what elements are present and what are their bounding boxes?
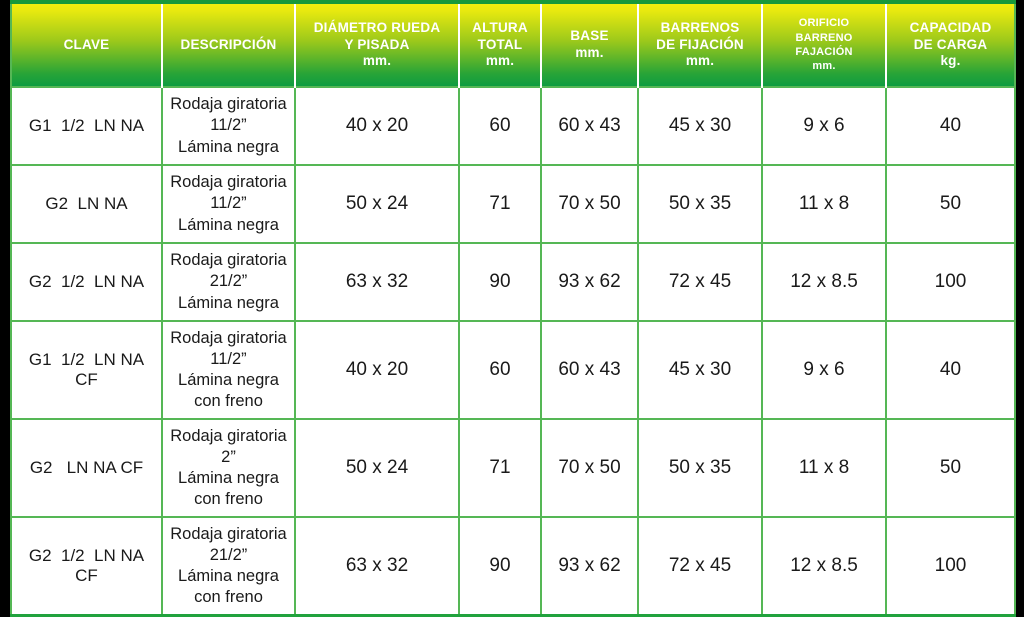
cell-capacidad: 40 xyxy=(885,320,1016,420)
cell-clave: G2 1/2 LN NA CF xyxy=(10,516,163,616)
cell-barrenos: 72 x 45 xyxy=(637,242,763,322)
cell-altura: 90 xyxy=(458,242,542,322)
header-cell-barrenos: BARRENOS DE FIJACIÓN mm. xyxy=(637,0,762,87)
cell-barrenos: 50 x 35 xyxy=(637,164,763,244)
cell-diametro: 40 x 20 xyxy=(294,320,460,420)
cell-barrenos: 50 x 35 xyxy=(637,418,763,518)
cell-descripcion: Rodaja giratoria 11/2” Lámina negra xyxy=(161,164,296,244)
table-row: G2 LN NA Rodaja giratoria 11/2” Lámina n… xyxy=(10,164,1016,244)
cell-base: 93 x 62 xyxy=(540,242,639,322)
header-cell-capacidad: CAPACIDAD DE CARGA kg. xyxy=(885,0,1015,87)
table-row: G2 LN NA CF Rodaja giratoria 2” Lámina n… xyxy=(10,418,1016,518)
cell-clave: G1 1/2 LN NA xyxy=(10,86,163,166)
table-row: G1 1/2 LN NA Rodaja giratoria 11/2” Lámi… xyxy=(10,86,1016,166)
cell-orificio: 11 x 8 xyxy=(761,418,887,518)
cell-barrenos: 72 x 45 xyxy=(637,516,763,616)
cell-orificio: 9 x 6 xyxy=(761,86,887,166)
cell-barrenos: 45 x 30 xyxy=(637,320,763,420)
cell-base: 60 x 43 xyxy=(540,320,639,420)
cell-capacidad: 50 xyxy=(885,418,1016,518)
cell-orificio: 9 x 6 xyxy=(761,320,887,420)
cell-diametro: 50 x 24 xyxy=(294,164,460,244)
table-body: G1 1/2 LN NA Rodaja giratoria 11/2” Lámi… xyxy=(10,86,1016,616)
cell-clave: G2 LN NA CF xyxy=(10,418,163,518)
header-cell-descripcion: DESCRIPCIÓN xyxy=(161,0,295,87)
cell-capacidad: 40 xyxy=(885,86,1016,166)
spec-table: CLAVE DESCRIPCIÓN DIÁMETRO RUEDA Y PISAD… xyxy=(10,0,1016,617)
cell-clave: G1 1/2 LN NA CF xyxy=(10,320,163,420)
spec-table-container: CLAVE DESCRIPCIÓN DIÁMETRO RUEDA Y PISAD… xyxy=(10,0,1018,617)
cell-orificio: 11 x 8 xyxy=(761,164,887,244)
header-cell-altura: ALTURA TOTAL mm. xyxy=(458,0,541,87)
cell-altura: 71 xyxy=(458,418,542,518)
cell-base: 70 x 50 xyxy=(540,164,639,244)
cell-diametro: 50 x 24 xyxy=(294,418,460,518)
header-cell-orificio: ORIFICIO BARRENO FAJACIÓN mm. xyxy=(761,0,886,87)
table-header: CLAVE DESCRIPCIÓN DIÁMETRO RUEDA Y PISAD… xyxy=(11,0,1015,87)
cell-base: 70 x 50 xyxy=(540,418,639,518)
cell-clave: G2 1/2 LN NA xyxy=(10,242,163,322)
header-row: CLAVE DESCRIPCIÓN DIÁMETRO RUEDA Y PISAD… xyxy=(11,0,1015,87)
cell-descripcion: Rodaja giratoria 21/2” Lámina negra con … xyxy=(161,516,296,616)
table-row: G2 1/2 LN NA Rodaja giratoria 21/2” Lámi… xyxy=(10,242,1016,322)
cell-capacidad: 100 xyxy=(885,242,1016,322)
cell-clave: G2 LN NA xyxy=(10,164,163,244)
cell-descripcion: Rodaja giratoria 11/2” Lámina negra xyxy=(161,86,296,166)
cell-altura: 60 xyxy=(458,86,542,166)
cell-descripcion: Rodaja giratoria 11/2” Lámina negra con … xyxy=(161,320,296,420)
cell-base: 60 x 43 xyxy=(540,86,639,166)
header-cell-diametro: DIÁMETRO RUEDA Y PISADA mm. xyxy=(294,0,459,87)
header-cell-base: BASE mm. xyxy=(540,0,638,87)
cell-diametro: 63 x 32 xyxy=(294,516,460,616)
cell-capacidad: 100 xyxy=(885,516,1016,616)
cell-diametro: 63 x 32 xyxy=(294,242,460,322)
cell-base: 93 x 62 xyxy=(540,516,639,616)
cell-altura: 90 xyxy=(458,516,542,616)
cell-altura: 71 xyxy=(458,164,542,244)
cell-descripcion: Rodaja giratoria 21/2” Lámina negra xyxy=(161,242,296,322)
cell-altura: 60 xyxy=(458,320,542,420)
header-cell-clave: CLAVE xyxy=(11,0,162,87)
cell-capacidad: 50 xyxy=(885,164,1016,244)
cell-orificio: 12 x 8.5 xyxy=(761,516,887,616)
cell-diametro: 40 x 20 xyxy=(294,86,460,166)
cell-descripcion: Rodaja giratoria 2” Lámina negra con fre… xyxy=(161,418,296,518)
cell-barrenos: 45 x 30 xyxy=(637,86,763,166)
cell-orificio: 12 x 8.5 xyxy=(761,242,887,322)
table-row: G2 1/2 LN NA CF Rodaja giratoria 21/2” L… xyxy=(10,516,1016,616)
table-row: G1 1/2 LN NA CF Rodaja giratoria 11/2” L… xyxy=(10,320,1016,420)
